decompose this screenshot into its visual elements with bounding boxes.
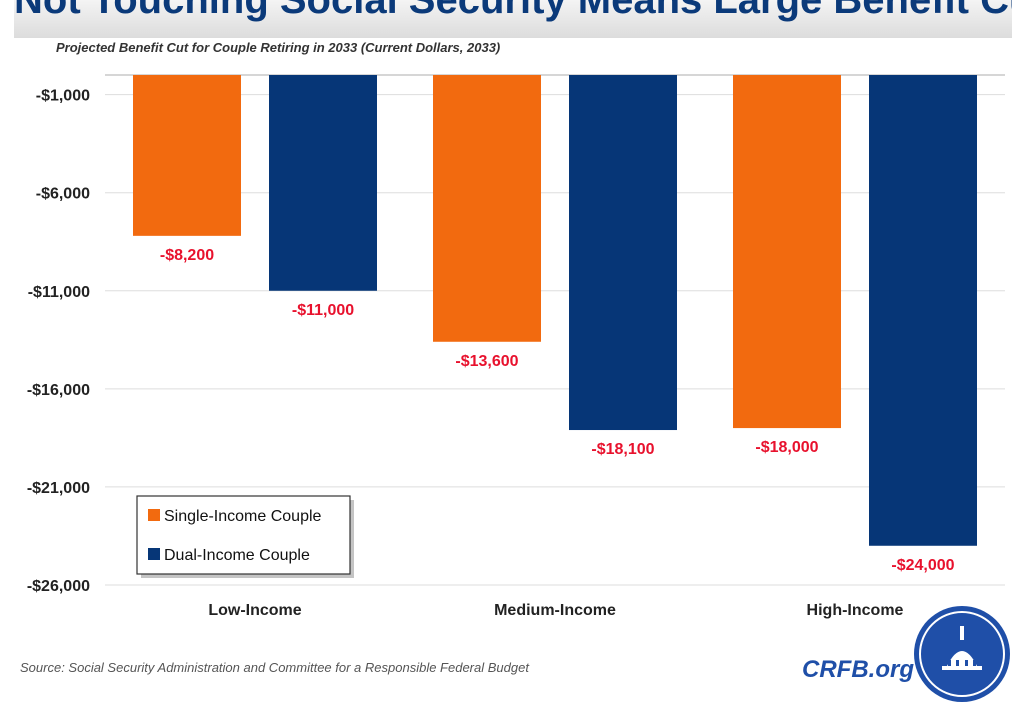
bar <box>133 75 241 236</box>
title-band: Not Touching Social Security Means Large… <box>14 0 1012 38</box>
source-note: Source: Social Security Administration a… <box>20 660 529 675</box>
y-axis-ticks: -$1,000 -$6,000 -$11,000 -$16,000 -$21,000 -$… <box>27 88 90 595</box>
y-tick-label: -$21,000 <box>27 480 90 497</box>
page-title: Not Touching Social Security Means Large… <box>14 0 1012 22</box>
chart-subtitle: Projected Benefit Cut for Couple Retirin… <box>56 40 501 55</box>
legend-box <box>136 495 351 575</box>
x-tick-label: High-Income <box>807 602 904 619</box>
legend: Single-Income Couple Dual-Income Couple <box>136 495 354 578</box>
bar <box>869 75 977 546</box>
x-axis-ticks: Low-Income Medium-Income High-Income <box>208 602 903 619</box>
legend-swatch <box>148 509 160 521</box>
data-label: -$8,200 <box>160 247 214 264</box>
x-tick-label: Low-Income <box>208 602 301 619</box>
legend-label: Dual-Income Couple <box>164 547 310 564</box>
bar <box>733 75 841 429</box>
legend-swatch <box>148 548 160 560</box>
bar-chart: -$1,000 -$6,000 -$11,000 -$16,000 -$21,000 -$… <box>27 74 1005 619</box>
y-tick-label: -$11,000 <box>28 284 90 301</box>
bar <box>569 75 677 431</box>
bar <box>269 75 377 291</box>
y-tick-label: -$6,000 <box>36 186 90 203</box>
y-tick-label: -$16,000 <box>27 382 90 399</box>
bars <box>133 75 977 546</box>
data-labels: -$8,200 -$11,000 -$13,600 -$18,100 -$18,000 -… <box>160 247 955 574</box>
brand-link[interactable]: CRFB.org <box>802 656 914 683</box>
gridlines <box>105 74 1005 586</box>
data-label: -$18,100 <box>591 441 654 458</box>
y-tick-label: -$26,000 <box>27 578 90 595</box>
data-label: -$11,000 <box>292 302 354 319</box>
data-label: -$24,000 <box>891 557 954 574</box>
y-tick-label: -$1,000 <box>36 88 90 105</box>
bar <box>433 75 541 342</box>
x-tick-label: Medium-Income <box>494 602 616 619</box>
data-label: -$18,000 <box>755 439 818 456</box>
capitol-logo-icon <box>914 606 1010 702</box>
data-label: -$13,600 <box>455 353 518 370</box>
legend-label: Single-Income Couple <box>164 508 322 525</box>
